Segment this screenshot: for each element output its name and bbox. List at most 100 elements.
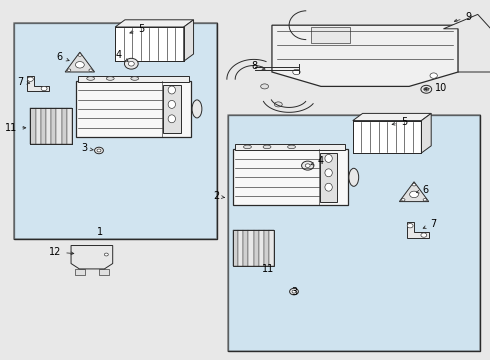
Text: 6: 6 <box>56 52 69 62</box>
Bar <box>320 153 338 202</box>
Ellipse shape <box>274 102 282 107</box>
Ellipse shape <box>301 161 314 170</box>
Ellipse shape <box>104 253 108 256</box>
Bar <box>67 108 72 144</box>
Text: 10: 10 <box>424 83 447 93</box>
Bar <box>75 269 85 275</box>
Ellipse shape <box>402 199 405 201</box>
Polygon shape <box>65 52 95 72</box>
Ellipse shape <box>410 191 418 198</box>
Polygon shape <box>353 113 431 121</box>
Ellipse shape <box>168 115 175 123</box>
Ellipse shape <box>425 89 427 90</box>
Bar <box>233 230 238 266</box>
Polygon shape <box>407 222 429 238</box>
Bar <box>99 269 109 275</box>
Ellipse shape <box>41 86 47 91</box>
Text: 11: 11 <box>263 264 274 274</box>
Bar <box>14 23 217 239</box>
Ellipse shape <box>430 73 437 78</box>
Ellipse shape <box>168 100 175 108</box>
Ellipse shape <box>293 69 300 75</box>
Bar <box>62 108 67 144</box>
Text: 11: 11 <box>5 123 26 133</box>
Bar <box>248 230 254 266</box>
Bar <box>269 230 274 266</box>
Ellipse shape <box>95 147 103 154</box>
Text: 4: 4 <box>311 156 323 166</box>
Text: 1: 1 <box>98 227 103 237</box>
Text: 7: 7 <box>423 219 437 229</box>
Bar <box>46 108 51 144</box>
Bar <box>41 108 46 144</box>
Ellipse shape <box>288 145 295 149</box>
Bar <box>51 108 56 144</box>
Polygon shape <box>27 76 49 91</box>
Ellipse shape <box>349 168 359 186</box>
Bar <box>235 144 345 150</box>
Ellipse shape <box>89 69 92 72</box>
Polygon shape <box>115 20 194 27</box>
Polygon shape <box>421 113 431 153</box>
Bar <box>259 230 264 266</box>
Text: 2: 2 <box>213 191 224 201</box>
Polygon shape <box>71 246 113 269</box>
Bar <box>233 149 348 205</box>
Ellipse shape <box>124 58 138 69</box>
Ellipse shape <box>128 62 134 66</box>
Ellipse shape <box>192 100 202 118</box>
Text: 3: 3 <box>81 143 93 153</box>
Text: 5: 5 <box>130 24 145 34</box>
Ellipse shape <box>68 69 71 72</box>
Ellipse shape <box>421 233 427 237</box>
Ellipse shape <box>325 154 332 162</box>
Bar <box>243 230 248 266</box>
Bar <box>228 115 480 351</box>
Bar <box>30 108 72 144</box>
Ellipse shape <box>244 145 251 149</box>
Ellipse shape <box>97 149 101 152</box>
Bar <box>76 248 108 260</box>
Text: 6: 6 <box>416 185 428 195</box>
Ellipse shape <box>75 62 84 68</box>
Polygon shape <box>272 25 458 86</box>
Bar <box>78 76 189 82</box>
Ellipse shape <box>131 77 139 80</box>
Bar <box>233 230 274 266</box>
Ellipse shape <box>263 145 271 149</box>
Polygon shape <box>399 182 429 202</box>
Bar <box>311 27 350 43</box>
Ellipse shape <box>168 86 175 94</box>
Text: 3: 3 <box>291 287 297 297</box>
Ellipse shape <box>423 199 426 201</box>
Bar <box>164 85 181 133</box>
Bar <box>228 115 480 351</box>
Bar <box>264 230 269 266</box>
Ellipse shape <box>78 54 82 57</box>
Ellipse shape <box>292 290 296 293</box>
Ellipse shape <box>290 288 298 295</box>
Bar <box>56 108 62 144</box>
Bar <box>353 121 421 153</box>
Ellipse shape <box>325 183 332 191</box>
Ellipse shape <box>421 85 432 93</box>
Text: 9: 9 <box>454 12 471 22</box>
Bar <box>254 230 259 266</box>
Bar <box>115 27 184 61</box>
Bar <box>30 108 36 144</box>
Ellipse shape <box>413 184 416 186</box>
Text: 4: 4 <box>116 50 128 62</box>
Bar <box>14 23 217 239</box>
Ellipse shape <box>325 169 332 177</box>
Ellipse shape <box>87 77 95 80</box>
Ellipse shape <box>407 224 413 228</box>
Bar <box>36 108 41 144</box>
Text: 12: 12 <box>49 247 74 257</box>
Bar <box>238 230 243 266</box>
Ellipse shape <box>424 87 429 91</box>
Ellipse shape <box>106 77 114 80</box>
Text: 5: 5 <box>392 117 407 127</box>
Polygon shape <box>184 20 194 61</box>
Ellipse shape <box>261 84 269 89</box>
Text: 8: 8 <box>251 61 265 71</box>
